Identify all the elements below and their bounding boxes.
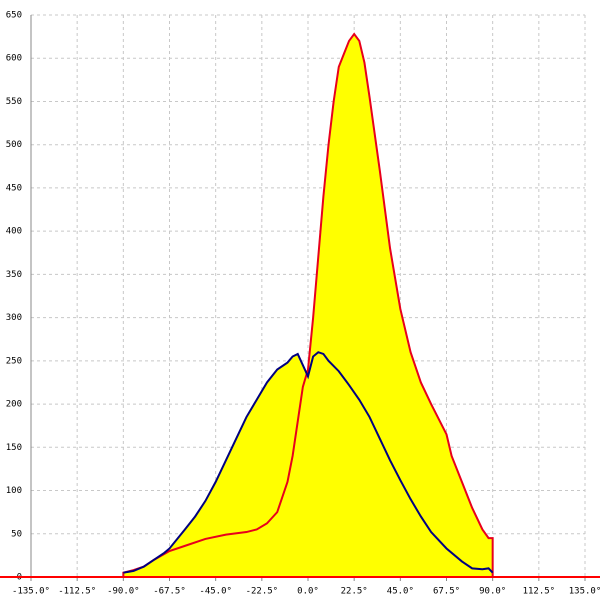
- y-tick-label: 50: [11, 529, 22, 539]
- x-tick-label: 90.0°: [479, 587, 506, 597]
- x-tick-label: -45.0°: [199, 587, 232, 597]
- y-tick-label: 550: [6, 97, 22, 107]
- area-fill: [123, 34, 493, 577]
- y-tick-label: 600: [6, 54, 22, 64]
- x-tick-label: -135.0°: [12, 587, 50, 597]
- y-tick-label: 350: [6, 270, 22, 280]
- x-tick-label: -67.5°: [153, 587, 186, 597]
- y-tick-label: 100: [6, 486, 22, 496]
- y-tick-label: 150: [6, 443, 22, 453]
- y-tick-label: 300: [6, 313, 22, 323]
- y-tick-label: 650: [6, 11, 22, 21]
- y-tick-label: 500: [6, 140, 22, 150]
- y-tick-label: 400: [6, 227, 22, 237]
- series-line: [122, 32, 494, 577]
- x-tick-label: -22.5°: [246, 587, 279, 597]
- x-tick-label: 135.0°: [569, 587, 600, 597]
- y-tick-label: 250: [6, 356, 22, 366]
- x-tick-label: -90.0°: [107, 587, 140, 597]
- x-tick-label: 67.5°: [433, 587, 460, 597]
- x-tick-label: 112.5°: [523, 587, 556, 597]
- y-tick-label: 200: [6, 400, 22, 410]
- x-tick-label: 45.0°: [387, 587, 414, 597]
- x-tick-label: -112.5°: [58, 587, 96, 597]
- y-tick-label: 450: [6, 183, 22, 193]
- x-tick-label: 0.0°: [297, 587, 319, 597]
- x-tick-label: 22.5°: [341, 587, 368, 597]
- area-fill: [123, 352, 493, 577]
- series-line: [123, 351, 494, 574]
